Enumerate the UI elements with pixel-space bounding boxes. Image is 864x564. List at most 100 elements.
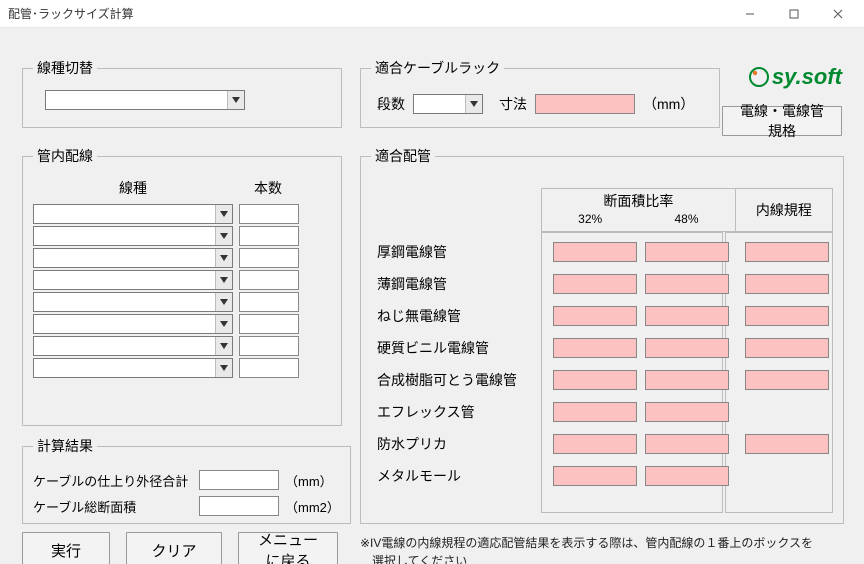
result-diameter-label: ケーブルの仕上り外径合計 (33, 471, 193, 490)
fit-pipe-row-label: 硬質ビニル電線管 (373, 338, 545, 358)
fit-pipe-32-output (553, 242, 637, 262)
in-pipe-count-input[interactable] (239, 314, 299, 334)
in-pipe-wiretype-combo[interactable] (33, 292, 233, 312)
minimize-button[interactable] (728, 0, 772, 28)
cable-rack-group: 適合ケーブルラック 段数 寸法 （mm） (360, 58, 720, 128)
fit-pipe-32-output (553, 274, 637, 294)
sysoft-logo: sy.soft (748, 64, 842, 90)
window-titlebar: 配管･ラックサイズ計算 (0, 0, 864, 28)
in-pipe-rows (33, 204, 331, 378)
run-button[interactable]: 実行 (22, 532, 110, 564)
fit-pipe-48-output (645, 466, 729, 486)
fit-pipe-48-output (645, 242, 729, 262)
fit-pipe-row: エフレックス管 (373, 396, 833, 428)
chevron-down-icon (215, 227, 232, 245)
ratio-sub-48: 48% (638, 212, 734, 231)
rack-steps-combo[interactable] (413, 94, 483, 114)
in-pipe-wiring-group: 管内配線 線種 本数 (22, 146, 342, 426)
result-area-unit: （mm2） (285, 497, 340, 516)
fit-pipe-32-output (553, 370, 637, 390)
logo-icon (748, 66, 770, 88)
fit-pipe-row: メタルモール (373, 460, 833, 492)
ratio-sub-32: 32% (542, 212, 638, 231)
result-area-label: ケーブル総断面積 (33, 497, 193, 516)
in-pipe-row (33, 358, 331, 378)
fit-pipe-row: 硬質ビニル電線管 (373, 332, 833, 364)
wire-standards-button[interactable]: 電線・電線管規格 (722, 106, 842, 136)
fit-pipe-row: 防水プリカ (373, 428, 833, 460)
in-pipe-wiretype-combo[interactable] (33, 248, 233, 268)
wiretype-combo[interactable] (45, 90, 245, 110)
fit-pipe-row-label: メタルモール (373, 466, 545, 486)
in-pipe-header: 線種 本数 (33, 178, 331, 198)
rack-size-unit: （mm） (643, 94, 694, 114)
rack-steps-label: 段数 (377, 94, 405, 114)
chevron-down-icon (227, 91, 244, 109)
in-pipe-count-input[interactable] (239, 248, 299, 268)
calc-result-legend: 計算結果 (33, 436, 97, 456)
back-to-menu-button[interactable]: メニューに戻る (238, 532, 338, 564)
window-title: 配管･ラックサイズ計算 (8, 5, 728, 22)
fit-pipe-32-output (553, 306, 637, 326)
chevron-down-icon (215, 315, 232, 333)
fit-pipe-row-label: 防水プリカ (373, 434, 545, 454)
content-area: 線種切替 適合ケーブルラック 段数 寸法 （mm） (0, 28, 864, 564)
in-pipe-wiretype-combo[interactable] (33, 336, 233, 356)
rack-size-output (535, 94, 635, 114)
fit-pipe-row-label: 厚鋼電線管 (373, 242, 545, 262)
fit-pipe-body: 厚鋼電線管薄鋼電線管ねじ無電線管硬質ビニル電線管合成樹脂可とう電線管エフレックス… (373, 236, 833, 513)
chevron-down-icon (215, 205, 232, 223)
fit-pipe-row: 厚鋼電線管 (373, 236, 833, 268)
in-pipe-count-input[interactable] (239, 292, 299, 312)
chevron-down-icon (215, 293, 232, 311)
in-pipe-row (33, 270, 331, 290)
result-diameter-unit: （mm） (285, 471, 333, 490)
in-pipe-wiretype-combo[interactable] (33, 226, 233, 246)
in-pipe-row (33, 248, 331, 268)
in-pipe-wiretype-combo[interactable] (33, 314, 233, 334)
in-pipe-row (33, 314, 331, 334)
fit-pipe-48-output (645, 434, 729, 454)
in-pipe-wiretype-combo[interactable] (33, 358, 233, 378)
fit-pipe-naisen-output (745, 242, 829, 262)
fit-pipe-row-label: 薄鋼電線管 (373, 274, 545, 294)
in-pipe-count-input[interactable] (239, 204, 299, 224)
calc-result-group: 計算結果 ケーブルの仕上り外径合計 （mm） ケーブル総断面積 （mm2） (22, 436, 351, 524)
maximize-button[interactable] (772, 0, 816, 28)
fit-pipe-naisen-output (745, 306, 829, 326)
ratio-header: 断面積比率 (542, 189, 735, 212)
fit-pipe-row: 薄鋼電線管 (373, 268, 833, 300)
fit-pipe-48-output (645, 306, 729, 326)
fit-pipe-32-output (553, 402, 637, 422)
fit-pipe-48-output (645, 274, 729, 294)
in-pipe-count-input[interactable] (239, 226, 299, 246)
rack-size-label: 寸法 (499, 94, 527, 114)
fit-pipe-48-output (645, 338, 729, 358)
chevron-down-icon (465, 95, 482, 113)
fit-pipe-naisen-output (745, 338, 829, 358)
result-diameter-output (199, 470, 279, 490)
close-button[interactable] (816, 0, 860, 28)
wiretype-group: 線種切替 (22, 58, 342, 128)
chevron-down-icon (215, 359, 232, 377)
fit-pipe-header: 断面積比率 32% 48% 内線規程 (541, 188, 833, 232)
fit-pipe-32-output (553, 338, 637, 358)
fit-pipe-48-output (645, 402, 729, 422)
clear-button[interactable]: クリア (126, 532, 222, 564)
chevron-down-icon (215, 337, 232, 355)
fit-pipe-naisen-output (745, 274, 829, 294)
fit-pipe-naisen-output (745, 370, 829, 390)
in-pipe-count-input[interactable] (239, 270, 299, 290)
result-area-output (199, 496, 279, 516)
in-pipe-count-input[interactable] (239, 336, 299, 356)
fit-pipe-group: 適合配管 断面積比率 32% 48% 内線規程 厚鋼電線管薄鋼電線管ねじ無電線管… (360, 146, 844, 524)
fit-pipe-legend: 適合配管 (371, 146, 435, 166)
in-pipe-wiretype-combo[interactable] (33, 270, 233, 290)
in-pipe-wiretype-combo[interactable] (33, 204, 233, 224)
fit-pipe-row-label: ねじ無電線管 (373, 306, 545, 326)
in-pipe-row (33, 336, 331, 356)
in-pipe-col-wiretype: 線種 (33, 178, 233, 198)
logo-text: sy.soft (772, 64, 842, 90)
in-pipe-count-input[interactable] (239, 358, 299, 378)
fit-pipe-32-output (553, 466, 637, 486)
